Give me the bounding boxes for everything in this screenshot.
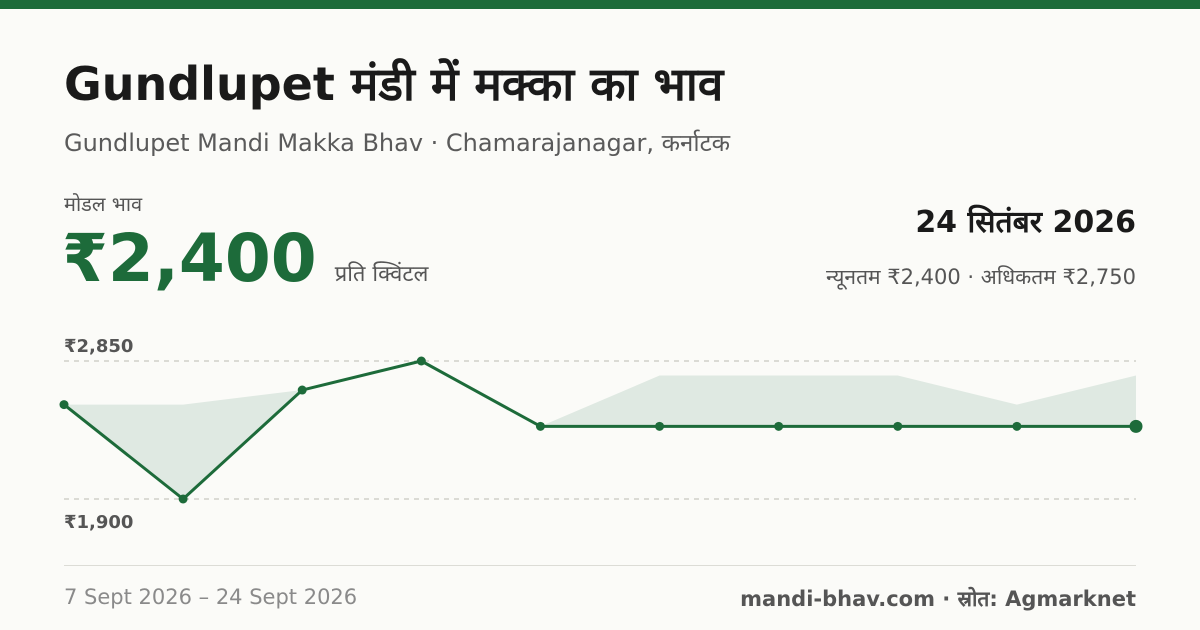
modal-price: ₹2,400 <box>62 220 317 297</box>
data-point <box>1129 419 1143 433</box>
date-range: 7 Sept 2026 – 24 Sept 2026 <box>64 585 358 609</box>
data-point <box>416 356 426 366</box>
data-source: mandi-bhav.com · स्रोत: Agmarknet <box>740 587 1136 611</box>
page-subtitle: Gundlupet Mandi Makka Bhav · Chamarajana… <box>64 129 731 157</box>
data-point <box>655 421 665 431</box>
page-title: Gundlupet मंडी में मक्का का भाव <box>64 57 724 111</box>
data-point <box>59 400 69 410</box>
data-point <box>1012 421 1022 431</box>
data-point <box>178 494 188 504</box>
footer-divider <box>64 565 1136 566</box>
min-max-price: न्यूनतम ₹2,400 · अधिकतम ₹2,750 <box>826 265 1136 289</box>
data-point <box>774 421 784 431</box>
modal-price-label: मोडल भाव <box>64 192 143 216</box>
y-tick-label-min: ₹1,900 <box>64 512 133 533</box>
price-row: ₹2,400 प्रति क्विंटल <box>62 226 428 292</box>
data-point <box>297 385 307 395</box>
modal-price-line <box>63 359 1136 501</box>
price-range-band <box>64 361 1136 499</box>
points-layer <box>59 356 1143 504</box>
data-point <box>893 421 903 431</box>
price-date: 24 सितंबर 2026 <box>915 205 1136 240</box>
top-accent-bar <box>0 0 1200 9</box>
y-tick-label-max: ₹2,850 <box>64 336 133 357</box>
data-point <box>535 421 545 431</box>
price-chart: ₹2,850 ₹1,900 <box>59 336 1143 533</box>
grid-layer <box>64 360 1136 500</box>
price-unit: प्रति क्विंटल <box>334 262 429 287</box>
